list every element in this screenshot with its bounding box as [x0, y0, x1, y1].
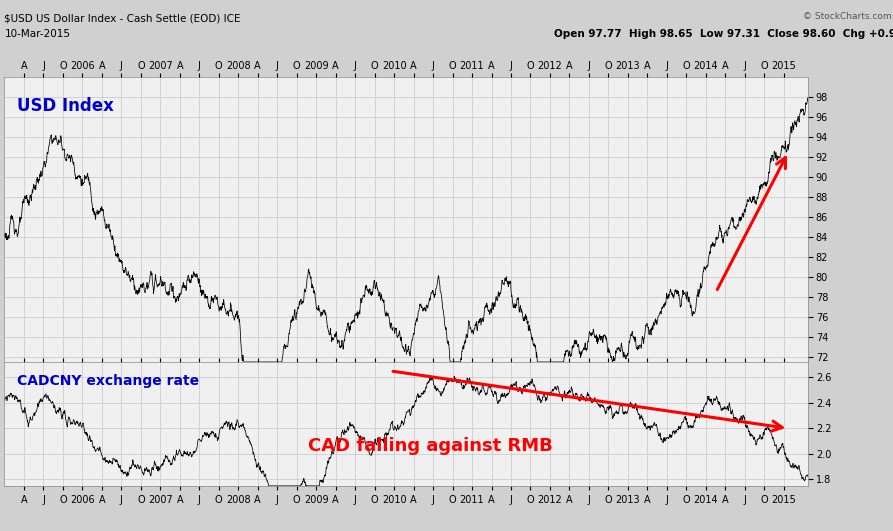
- Text: CADCNY exchange rate: CADCNY exchange rate: [16, 374, 198, 388]
- Text: 10-Mar-2015: 10-Mar-2015: [4, 29, 71, 39]
- Text: $USD US Dollar Index - Cash Settle (EOD) ICE: $USD US Dollar Index - Cash Settle (EOD)…: [4, 13, 241, 23]
- Text: Open 97.77  High 98.65  Low 97.31  Close 98.60  Chg +0.93 (+0.95%)▲: Open 97.77 High 98.65 Low 97.31 Close 98…: [554, 29, 893, 39]
- Text: USD Index: USD Index: [16, 97, 113, 115]
- Text: CAD falling against RMB: CAD falling against RMB: [308, 437, 553, 455]
- Text: © StockCharts.com: © StockCharts.com: [803, 12, 891, 21]
